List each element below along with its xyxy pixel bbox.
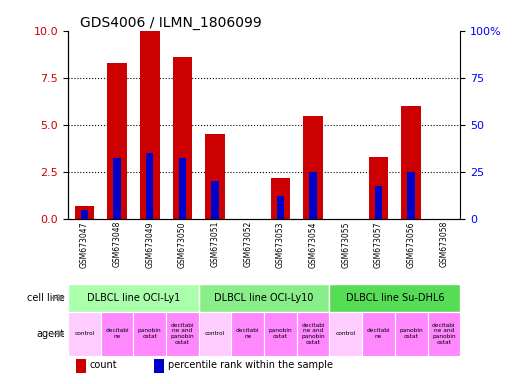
Text: GSM673055: GSM673055 [342,221,350,268]
Text: GSM673049: GSM673049 [145,221,154,268]
Text: DLBCL line OCI-Ly1: DLBCL line OCI-Ly1 [87,293,180,303]
Bar [146,153,153,219]
Bar [166,312,199,356]
Text: GSM673051: GSM673051 [211,221,220,267]
Text: agent: agent [37,329,65,339]
Text: DLBCL line OCI-Ly10: DLBCL line OCI-Ly10 [214,293,314,303]
Bar [231,312,264,356]
Bar [329,312,362,356]
Text: count: count [89,360,117,370]
Text: decitabi
ne and
panobin
ostat: decitabi ne and panobin ostat [301,323,325,345]
Text: GSM673050: GSM673050 [178,221,187,268]
Text: GSM673053: GSM673053 [276,221,285,268]
Bar [140,31,160,219]
Text: GSM673054: GSM673054 [309,221,317,268]
Text: decitabi
ne and
panobin
ostat: decitabi ne and panobin ostat [432,323,456,345]
Text: decitabi
ne: decitabi ne [367,328,390,339]
Bar [199,284,329,312]
Bar [375,186,382,219]
Text: GSM673056: GSM673056 [407,221,416,268]
Bar [68,284,199,312]
Text: percentile rank within the sample: percentile rank within the sample [168,360,333,370]
Text: panobin
ostat: panobin ostat [269,328,292,339]
Text: GSM673052: GSM673052 [243,221,252,267]
Bar [74,206,94,219]
Bar [428,312,460,356]
Bar [329,284,460,312]
Bar [206,134,225,219]
Bar [133,312,166,356]
Text: GDS4006 / ILMN_1806099: GDS4006 / ILMN_1806099 [79,16,262,30]
Text: GSM673047: GSM673047 [80,221,89,268]
Text: GSM673048: GSM673048 [112,221,121,267]
Text: GSM673058: GSM673058 [439,221,448,267]
Bar [271,178,290,219]
Bar [81,210,88,219]
Bar [199,312,231,356]
Bar [211,182,219,219]
Text: panobin
ostat: panobin ostat [400,328,423,339]
Bar [310,172,317,219]
Bar [264,312,297,356]
Bar [154,359,164,373]
Text: decitabi
ne: decitabi ne [105,328,129,339]
Bar [68,312,100,356]
Text: decitabi
ne and
panobin
ostat: decitabi ne and panobin ostat [170,323,194,345]
Text: panobin
ostat: panobin ostat [138,328,162,339]
Bar [402,106,421,219]
Text: control: control [74,331,95,336]
Text: cell line: cell line [27,293,65,303]
Text: control: control [336,331,356,336]
Bar [179,158,186,219]
Bar [395,312,428,356]
Text: GSM673057: GSM673057 [374,221,383,268]
Bar [173,57,192,219]
Bar [113,158,121,219]
Bar [100,312,133,356]
Bar [277,195,284,219]
Bar [297,312,329,356]
Bar [303,116,323,219]
Bar [362,312,395,356]
Text: control: control [205,331,225,336]
Bar [76,359,86,373]
Bar [407,172,415,219]
Text: decitabi
ne: decitabi ne [236,328,259,339]
Bar [107,63,127,219]
Bar [369,157,388,219]
Text: DLBCL line Su-DHL6: DLBCL line Su-DHL6 [346,293,444,303]
